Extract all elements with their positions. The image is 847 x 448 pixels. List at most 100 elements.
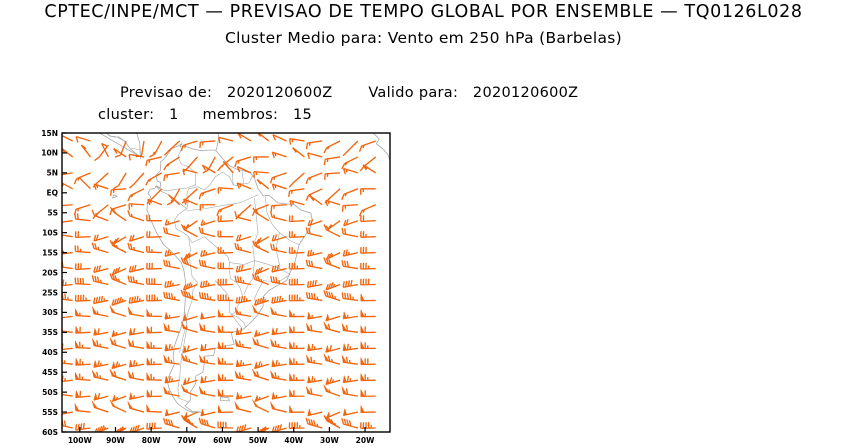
wind-barb <box>288 422 305 430</box>
wind-barb <box>325 199 341 207</box>
wind-barb <box>149 140 163 158</box>
wind-barb <box>62 220 73 223</box>
x-tick-label: 60W <box>213 436 232 445</box>
wind-barb <box>146 214 162 222</box>
wind-barb <box>62 261 73 270</box>
wind-barb <box>288 278 305 286</box>
wind-barb <box>360 309 376 318</box>
wind-barb <box>235 358 252 368</box>
wind-barb <box>91 242 109 254</box>
wind-barb <box>342 167 359 175</box>
wind-barb <box>163 140 181 156</box>
wind-barb <box>162 227 180 238</box>
x-tick-label: 100W <box>68 436 93 445</box>
wind-barb <box>184 220 198 230</box>
axis-labels: 100W 90W 80W 70W 60W 50W 40W 30W 20W 15N 10N 5N EQ 5S… <box>41 129 375 445</box>
wind-barb <box>360 422 376 430</box>
wind-barb <box>256 178 270 190</box>
wind-barb <box>199 280 216 289</box>
wind-barb <box>217 156 234 172</box>
valid-label: Valido para: <box>368 85 459 101</box>
wind-barb <box>146 231 162 239</box>
wind-barb <box>74 263 91 271</box>
wind-barb <box>325 411 341 419</box>
wind-barb <box>271 151 287 159</box>
wind-barb <box>94 425 109 432</box>
wind-barb <box>180 140 198 152</box>
wind-barb <box>92 204 109 220</box>
x-tick-label: 70W <box>177 436 196 445</box>
wind-barb <box>235 234 252 242</box>
wind-barb <box>163 291 180 302</box>
wind-barb <box>305 386 323 397</box>
wind-barb <box>180 289 198 302</box>
wind-barb <box>109 368 127 381</box>
wind-barb <box>182 313 198 322</box>
wind-barb <box>75 326 91 334</box>
wind-barb <box>127 370 145 381</box>
wind-barb <box>360 357 376 366</box>
wind-barb <box>305 292 323 302</box>
wind-barb <box>127 210 145 222</box>
wind-barb <box>289 309 305 318</box>
wind-barb <box>270 243 287 254</box>
wind-barb <box>217 388 234 397</box>
wind-barb <box>236 166 252 174</box>
wind-barb <box>74 213 91 222</box>
wind-barb <box>341 418 359 429</box>
wind-barb <box>200 408 216 417</box>
wind-barb <box>323 290 341 302</box>
wind-barb <box>74 340 91 349</box>
wind-barb <box>162 417 180 429</box>
wind-barb <box>234 370 252 381</box>
wind-barb <box>164 375 180 384</box>
wind-barb <box>254 328 269 338</box>
wind-barb <box>236 182 252 190</box>
wind-barb <box>342 310 359 320</box>
wind-barb <box>129 172 145 189</box>
wind-barb <box>92 295 109 305</box>
y-tick-label: 5S <box>47 209 58 218</box>
wind-barb <box>288 188 305 197</box>
wind-barb <box>341 292 358 302</box>
wind-barb <box>360 325 376 334</box>
y-tick-label: 60S <box>42 428 58 437</box>
wind-barb <box>307 311 323 320</box>
wind-barb <box>289 357 305 366</box>
wind-barb <box>235 264 252 273</box>
wind-barb <box>272 134 287 142</box>
wind-barb <box>180 384 198 397</box>
wind-barb <box>306 323 323 333</box>
y-tick-label: 40S <box>42 348 58 357</box>
wind-barb <box>128 295 145 304</box>
wind-barb <box>255 236 270 245</box>
wind-barb <box>342 249 359 257</box>
wind-barb <box>327 220 341 230</box>
wind-barb <box>146 389 162 398</box>
wind-barb <box>307 152 323 159</box>
wind-barb <box>202 156 216 174</box>
wind-barb <box>92 306 109 318</box>
wind-barb <box>271 424 287 432</box>
issued-label: Previsao de: <box>120 85 213 101</box>
wind-barb <box>307 375 323 384</box>
wind-barb <box>217 136 234 144</box>
x-tick-label: 30W <box>320 436 339 445</box>
wind-barb <box>91 370 109 381</box>
wind-barb <box>292 147 305 158</box>
wind-barb <box>127 401 145 413</box>
wind-barb <box>254 393 270 403</box>
wind-barb <box>182 344 198 354</box>
wind-barb <box>289 389 305 398</box>
y-tick-label: 10S <box>42 228 58 237</box>
wind-barb <box>288 231 305 238</box>
wind-barb <box>234 242 252 254</box>
wind-barb <box>145 172 163 186</box>
wind-barb <box>80 144 92 158</box>
wind-barb <box>269 172 287 184</box>
y-tick-label: 20S <box>42 268 58 277</box>
wind-barb <box>109 399 127 413</box>
wind-barb <box>252 337 269 349</box>
wind-barb <box>200 342 216 352</box>
wind-barb <box>269 211 287 222</box>
